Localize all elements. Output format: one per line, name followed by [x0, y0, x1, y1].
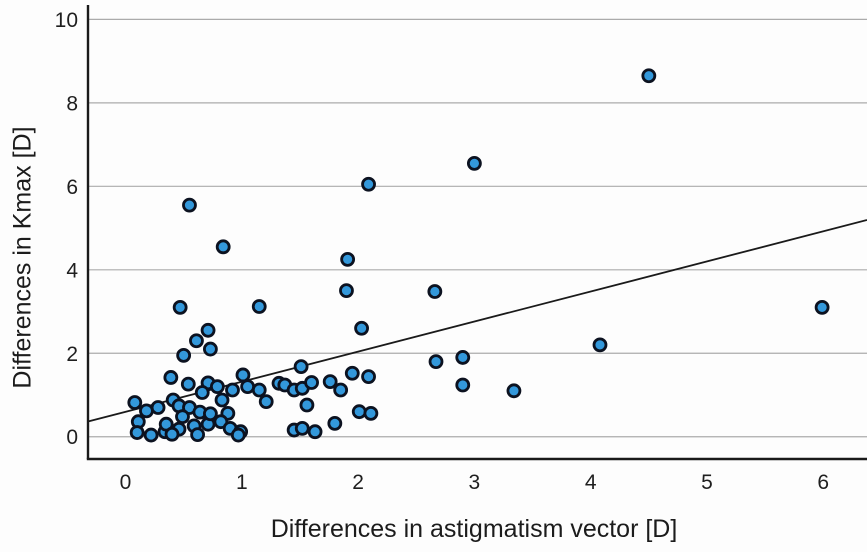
x-tick-label-0: 0: [120, 471, 132, 494]
scatter-point: [176, 347, 192, 363]
scatter-point: [143, 427, 159, 443]
x-tick-label-1: 1: [236, 471, 248, 494]
scatter-point: [225, 382, 240, 398]
x-tick-label-3: 3: [469, 471, 481, 494]
scatter-point: [194, 385, 210, 400]
scatter-point: [293, 359, 309, 375]
scatter-point: [340, 251, 356, 267]
scatter-point: [203, 341, 218, 357]
scatter-point: [235, 367, 251, 383]
scatter-point: [304, 375, 319, 390]
y-tick-label-2: 2: [66, 343, 78, 366]
scatter-point: [251, 299, 267, 314]
scatter-point: [363, 405, 379, 421]
y-tick-label-4: 4: [66, 259, 78, 282]
x-tick-label-4: 4: [585, 471, 597, 494]
scatter-point: [180, 376, 196, 392]
scatter-point: [427, 284, 443, 299]
x-tick-label-6: 6: [817, 471, 829, 494]
scatter-point: [344, 365, 360, 381]
x-axis-label: Differences in astigmatism vector [D]: [270, 515, 678, 543]
scatter-point: [339, 283, 354, 299]
scatter-point: [361, 369, 376, 385]
scatter-point: [230, 427, 246, 443]
scatter-point: [428, 354, 444, 369]
scatter-point: [240, 379, 256, 395]
y-tick-label-0: 0: [66, 426, 78, 449]
y-tick-label-6: 6: [66, 176, 78, 199]
y-tick-label-8: 8: [66, 92, 78, 115]
scatter-point: [641, 68, 657, 84]
scatter-point: [258, 394, 274, 410]
scatter-point: [189, 333, 204, 349]
scatter-point: [203, 406, 218, 422]
scatter-point: [150, 400, 166, 415]
scatter-point: [351, 404, 367, 420]
scatter-point: [294, 420, 310, 436]
scatter-point: [175, 409, 190, 425]
scatter-point: [139, 403, 154, 419]
scatter-point: [466, 155, 482, 171]
scatter-point: [506, 383, 522, 399]
scatter-point: [209, 379, 225, 395]
scatter-point: [455, 350, 471, 365]
scatter-point: [215, 239, 231, 255]
scatter-point: [327, 415, 343, 431]
x-tick-label-5: 5: [701, 471, 713, 494]
scatter-point: [592, 337, 608, 353]
y-tick-label-10: 10: [55, 9, 78, 32]
scatter-point: [172, 299, 188, 315]
scatter-point: [182, 197, 197, 213]
x-tick-label-2: 2: [352, 471, 364, 494]
scatter-point: [354, 320, 369, 336]
scatter-point: [361, 176, 376, 192]
scatter-point: [127, 395, 143, 410]
scatter-point: [251, 382, 267, 398]
scatter-point: [333, 382, 349, 398]
scatter-point: [814, 299, 830, 315]
scatter-point: [214, 392, 230, 408]
scatter-point: [307, 424, 323, 440]
y-axis-label: Differences in Kmax [D]: [8, 126, 37, 389]
scatter-point: [299, 397, 315, 413]
scatter-point: [455, 377, 471, 393]
scatter-point: [200, 322, 216, 338]
scatter-point: [164, 426, 180, 442]
scatter-point: [129, 425, 145, 440]
scatter-point: [163, 370, 179, 385]
scatter-point: [190, 427, 206, 443]
scatter-point: [322, 374, 338, 390]
